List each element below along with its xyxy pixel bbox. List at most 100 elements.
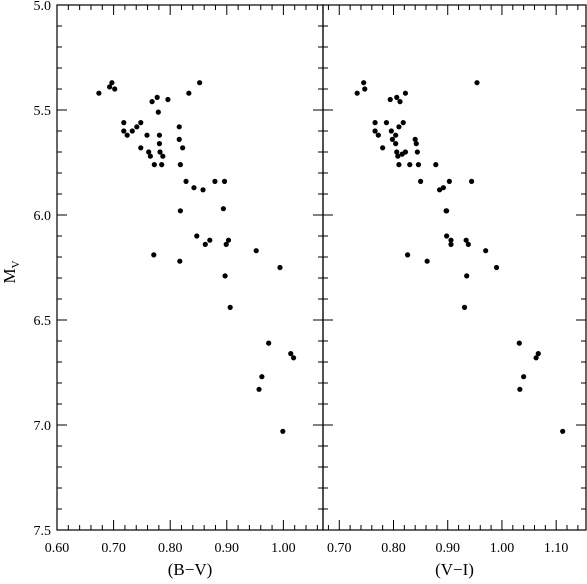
vi-data-point — [560, 428, 566, 434]
bv-data-point — [212, 178, 218, 184]
bv-data-point — [194, 233, 200, 239]
bv-data-point — [259, 374, 265, 380]
bv-data-point — [124, 132, 130, 138]
vi-data-point — [463, 237, 469, 243]
bv-data-point — [107, 84, 113, 90]
bv-data-point — [200, 187, 206, 193]
vi-data-point — [388, 128, 394, 134]
bv-x-axis-title: (B−V) — [168, 560, 213, 579]
vi-x-tick-label: 1.00 — [490, 541, 515, 556]
vi-data-point — [424, 258, 430, 264]
bv-data-point — [227, 304, 233, 310]
y-axis-title: MV — [0, 260, 22, 283]
bv-data-point — [155, 109, 161, 115]
bv-data-point — [138, 120, 144, 126]
vi-data-point — [389, 136, 396, 142]
bv-data-point — [121, 128, 127, 134]
vi-data-point — [402, 90, 409, 96]
bv-data-point — [277, 264, 283, 271]
vi-data-point — [395, 153, 401, 159]
bv-data-point — [165, 96, 171, 103]
bv-data-point — [149, 99, 155, 105]
bv-data-point — [177, 208, 183, 214]
vi-data-point — [535, 351, 541, 357]
vi-x-tick-label: 0.80 — [381, 541, 406, 556]
vi-data-point — [383, 120, 390, 126]
vi-data-point — [394, 149, 400, 155]
bv-data-point — [138, 145, 144, 151]
y-axis-label-main: M — [0, 268, 19, 283]
vi-data-point — [446, 178, 452, 184]
bv-data-point — [96, 90, 102, 96]
y-tick-label: 6.5 — [34, 314, 52, 329]
vi-data-point — [440, 185, 446, 191]
vi-data-point — [393, 141, 399, 147]
bv-data-point — [159, 162, 165, 168]
bv-data-point — [202, 241, 208, 247]
vi-data-point — [362, 86, 368, 92]
vi-data-point — [372, 128, 378, 134]
bv-data-point — [156, 132, 163, 138]
vi-x-tick-label: 1.10 — [544, 541, 569, 556]
vi-data-point — [474, 80, 480, 86]
bv-data-point — [183, 178, 189, 184]
vi-data-point — [517, 386, 523, 392]
vi-x-tick-label: 0.90 — [435, 541, 460, 556]
vi-data-point — [516, 340, 522, 346]
vi-data-point — [407, 162, 413, 168]
bv-x-tick-label: 1.00 — [271, 541, 296, 556]
y-tick-label: 7.0 — [34, 419, 52, 434]
vi-data-point — [415, 162, 422, 168]
bv-data-point — [109, 80, 115, 86]
bv-data-point — [147, 153, 153, 159]
svg-text:MV: MV — [0, 260, 22, 283]
y-tick-label: 5.5 — [34, 104, 52, 119]
bv-data-point — [157, 149, 163, 155]
bv-data-point — [151, 162, 157, 168]
vi-data-point — [397, 99, 403, 105]
bv-data-point — [156, 141, 163, 147]
bv-x-tick-label: 0.60 — [45, 541, 70, 556]
bv-data-point — [160, 153, 166, 159]
vi-data-point — [444, 208, 450, 214]
bv-data-point — [151, 252, 157, 258]
vi-x-axis-title: (V−I) — [435, 560, 474, 579]
bv-data-point — [154, 94, 160, 100]
bv-data-point — [280, 428, 286, 434]
vi-data-point — [465, 241, 471, 247]
bv-data-point — [223, 241, 229, 247]
vi-data-point — [375, 132, 381, 138]
bv-data-point — [121, 120, 127, 126]
vi-data-point — [354, 90, 360, 96]
bv-data-point — [112, 86, 118, 92]
vi-data-point — [433, 162, 439, 168]
bv-data-point — [146, 149, 152, 155]
panel-left-bv: 0.60 0.70 0.80 0.90 1.00 (B−V) 5.0 5.5 6.0 6.5 7.0… — [34, 0, 324, 579]
y-tick-label: 6.0 — [34, 209, 52, 224]
vi-data-point — [418, 178, 424, 184]
vi-data-point — [533, 355, 539, 361]
bv-data-point — [191, 185, 197, 191]
bv-data-point — [288, 351, 294, 357]
y-axis-label-subscript: V — [10, 260, 22, 268]
bv-data-point — [134, 124, 140, 130]
vi-data-point — [361, 80, 367, 86]
vi-data-point — [387, 96, 393, 103]
vi-data-point — [402, 149, 409, 155]
vi-data-point — [380, 145, 386, 151]
vi-plot-frame — [322, 4, 587, 531]
bv-data-point — [256, 386, 262, 392]
y-tick-label: 7.5 — [34, 524, 52, 539]
bv-data-point — [222, 273, 228, 279]
bv-data-point — [266, 340, 272, 346]
vi-data-point — [461, 304, 468, 310]
vi-data-point — [468, 178, 475, 184]
bv-data-point — [176, 136, 182, 142]
vi-data-point — [393, 132, 399, 138]
vi-data-point — [521, 374, 527, 380]
vi-data-point — [394, 94, 400, 100]
bv-data-point — [253, 248, 259, 254]
vi-data-point — [483, 248, 489, 254]
vi-data-point — [400, 120, 406, 126]
